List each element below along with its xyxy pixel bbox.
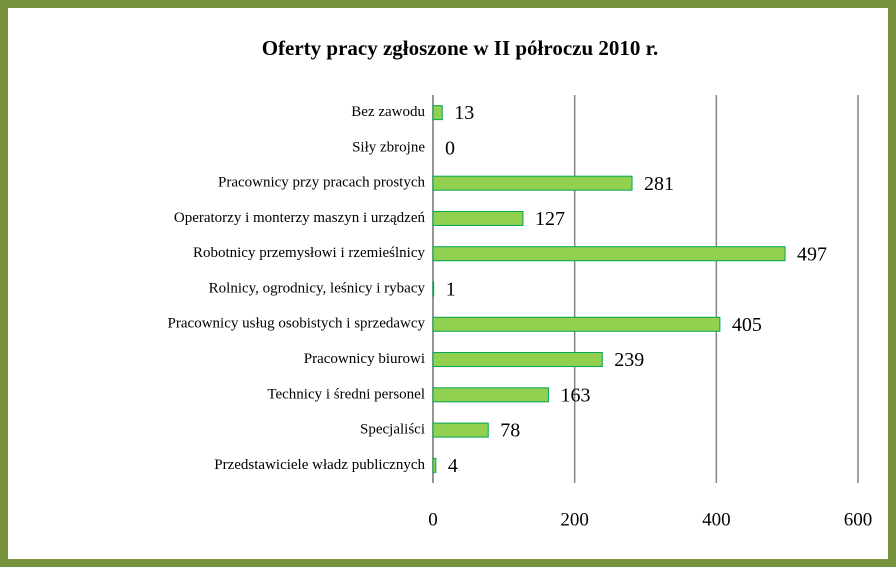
y-tick-label: Pracownicy usług osobistych i sprzedawcy [168, 316, 426, 332]
chart-title: Oferty pracy zgłoszone w II półroczu 201… [262, 36, 659, 60]
x-tick-label: 200 [560, 509, 589, 530]
data-label: 4 [448, 455, 458, 477]
bar [432, 175, 633, 191]
bar [432, 281, 435, 297]
bar [432, 105, 443, 121]
bar [432, 246, 786, 262]
y-tick-label: Robotnicy przemysłowi i rzemieślnicy [193, 245, 426, 261]
data-label: 497 [797, 243, 827, 265]
bar [432, 352, 603, 368]
data-label: 239 [614, 349, 644, 371]
data-label: 127 [535, 208, 565, 230]
x-tick-label: 600 [844, 509, 873, 530]
y-tick-label: Pracownicy biurowi [304, 351, 425, 367]
y-tick-label: Technicy i średni personel [267, 386, 425, 402]
y-tick-label: Specjaliści [360, 422, 425, 438]
y-tick-label: Operatorzy i monterzy maszyn i urządzeń [174, 210, 426, 226]
y-tick-label: Przedstawiciele władz publicznych [214, 457, 425, 473]
x-tick-label: 0 [428, 509, 438, 530]
data-label: 163 [560, 384, 590, 406]
data-label: 1 [446, 279, 456, 301]
bar [432, 210, 524, 226]
data-label: 0 [445, 138, 455, 160]
y-tick-label: Rolnicy, ogrodnicy, leśnicy i rybacy [209, 280, 426, 296]
x-tick-label: 400 [702, 509, 731, 530]
data-label: 78 [500, 420, 520, 442]
y-tick-label: Pracownicy przy pracach prostych [218, 175, 425, 191]
bar [432, 387, 549, 403]
data-label: 13 [454, 102, 474, 124]
bar [432, 422, 489, 438]
y-tick-label: Bez zawodu [351, 104, 425, 120]
data-label: 281 [644, 173, 674, 195]
bar [432, 457, 437, 473]
y-tick-label: Siły zbrojne [352, 139, 425, 155]
bar [432, 316, 721, 332]
data-label: 405 [732, 314, 762, 336]
